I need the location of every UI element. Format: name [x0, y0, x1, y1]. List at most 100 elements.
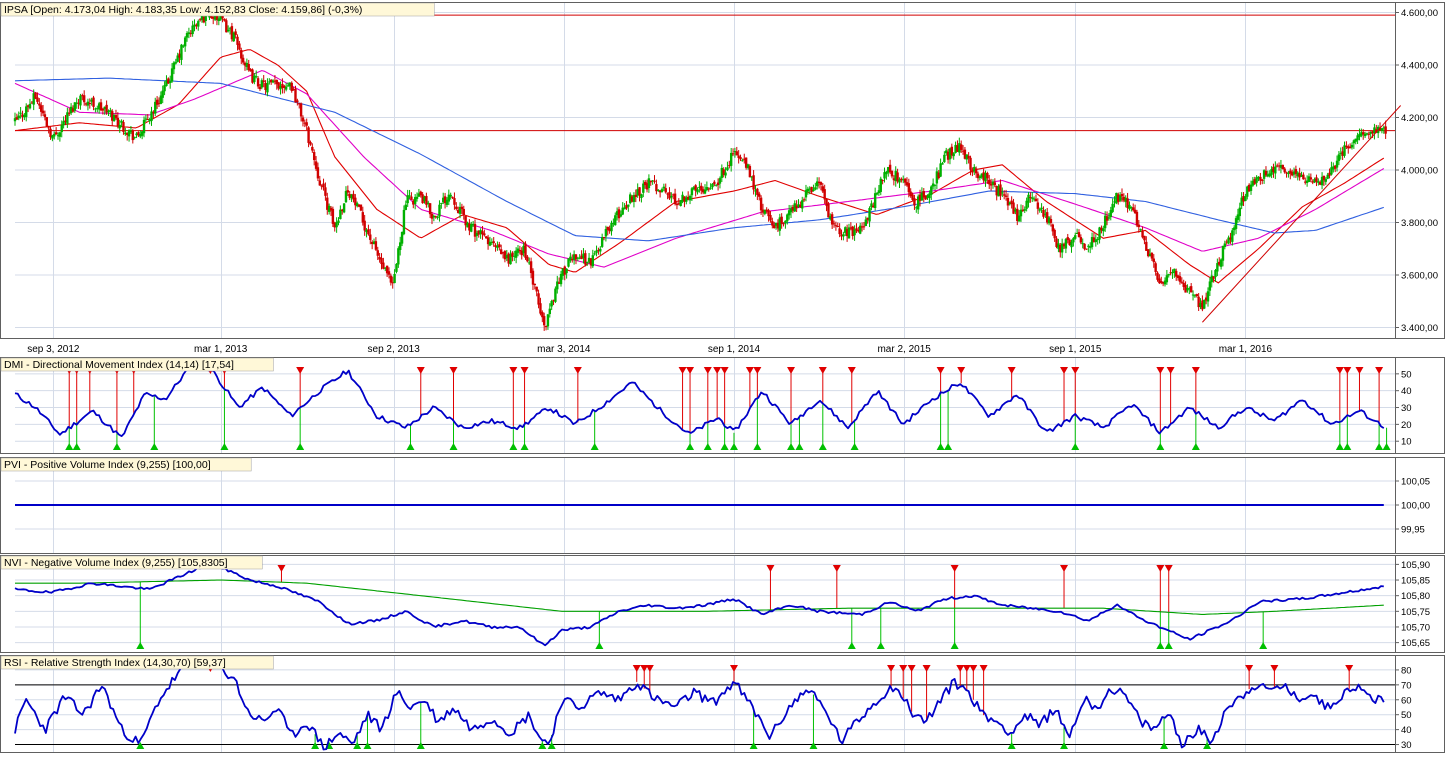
candle-body: [873, 193, 877, 208]
candle-body: [1135, 211, 1139, 226]
candle-body: [679, 200, 682, 206]
candle-body: [455, 206, 458, 209]
candle-body: [124, 132, 127, 135]
candle-body: [182, 45, 185, 47]
candle-body: [331, 208, 335, 224]
candle-body: [832, 223, 836, 225]
candle-body: [672, 194, 675, 196]
candle-body: [458, 206, 462, 214]
candle-body: [746, 164, 750, 168]
candle-body: [1244, 196, 1247, 202]
candle-body: [571, 258, 574, 261]
candle-body: [621, 207, 624, 215]
candle-body: [1094, 239, 1098, 243]
candle-body: [1042, 209, 1045, 217]
candle-body: [1201, 300, 1204, 310]
candle-body: [978, 176, 982, 179]
candle-body: [389, 275, 393, 283]
candle-body: [318, 180, 321, 186]
candle-body: [404, 204, 408, 210]
candle-body: [662, 186, 666, 189]
candle-body: [776, 222, 780, 229]
candle-body: [1221, 245, 1225, 261]
panel-frame: [0, 357, 1445, 454]
candle-body: [1096, 239, 1099, 241]
candle-body: [384, 267, 387, 269]
y-tick-label: 105,65: [1401, 638, 1430, 649]
candle-body: [909, 191, 912, 197]
candle-body: [787, 210, 791, 216]
candle-body: [144, 118, 148, 120]
candle-body: [761, 209, 765, 213]
candle-body: [585, 261, 589, 263]
candle-body: [256, 78, 260, 87]
candle-body: [193, 24, 196, 27]
candle-body: [1008, 202, 1011, 205]
candle-body: [823, 189, 826, 200]
candle-body: [548, 308, 551, 315]
candle-body: [653, 180, 656, 182]
sell-signal-marker: [1343, 367, 1352, 374]
moving-average-line: [14, 70, 1385, 268]
candle-body: [64, 120, 67, 122]
candle-body: [1044, 213, 1047, 215]
buy-signal-marker: [847, 642, 856, 649]
candle-body: [311, 146, 314, 151]
y-tick-label: 4.200,00: [1401, 113, 1438, 124]
candle-body: [584, 253, 587, 265]
candle-body: [30, 102, 34, 104]
candle-body: [941, 163, 944, 165]
buy-signal-marker: [449, 443, 458, 450]
candle-body: [120, 120, 123, 123]
x-tick-label: mar 3, 2014: [537, 344, 591, 355]
y-tick-label: 99,95: [1401, 525, 1425, 536]
candle-body: [817, 181, 821, 183]
candle-body: [868, 208, 871, 222]
candle-body: [1247, 184, 1251, 192]
candle-body: [492, 241, 495, 244]
candle-body: [1348, 146, 1352, 149]
candle-body: [288, 82, 292, 87]
candle-body: [1113, 201, 1116, 203]
candle-body: [728, 165, 731, 167]
candle-body: [767, 210, 770, 217]
candle-body: [533, 283, 537, 285]
buy-signal-marker: [538, 742, 547, 749]
candle-body: [1145, 241, 1148, 251]
candle-body: [1365, 133, 1369, 135]
candle-body: [806, 188, 810, 192]
candle-body: [277, 82, 280, 89]
candle-body: [1167, 274, 1170, 276]
candle-body: [1176, 275, 1180, 279]
candle-body: [314, 161, 318, 169]
candle-body: [352, 193, 355, 200]
candle-body: [604, 229, 608, 237]
candle-body: [155, 99, 159, 105]
candle-body: [137, 132, 140, 136]
buy-signal-marker: [1156, 642, 1165, 649]
candle-body: [41, 110, 45, 114]
candle-body: [859, 225, 862, 234]
candle-body: [1330, 167, 1333, 175]
buy-signal-marker: [72, 443, 81, 450]
candle-body: [301, 117, 305, 122]
candle-body: [28, 103, 32, 109]
candle-body: [870, 203, 873, 208]
sell-signal-marker: [962, 665, 971, 672]
candle-body: [1362, 132, 1365, 135]
candle-body: [348, 194, 351, 198]
candle-body: [1139, 229, 1142, 231]
y-tick-label: 70: [1401, 680, 1412, 691]
candle-body: [266, 83, 269, 93]
candle-body: [959, 144, 963, 150]
candle-body: [399, 242, 402, 250]
candle-body: [464, 216, 467, 226]
candle-body: [1165, 275, 1169, 283]
buy-signal-marker: [703, 443, 712, 450]
candle-body: [490, 242, 494, 244]
candle-body: [1322, 175, 1326, 181]
candle-body: [1053, 229, 1056, 239]
candle-body: [707, 188, 710, 190]
candle-body: [473, 223, 477, 237]
candle-body: [185, 33, 189, 38]
